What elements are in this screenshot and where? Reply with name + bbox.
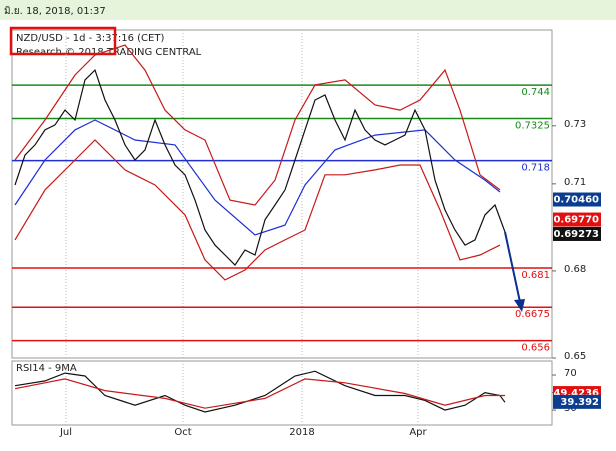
y-tick-label: 70: [564, 368, 577, 379]
series-line: [14, 370, 506, 413]
rsi-title: RSI14 - 9MA: [16, 363, 77, 374]
price-tag-label: 0.69770: [553, 215, 599, 226]
price-tag-label: 0.70460: [553, 195, 599, 206]
price-tag-label: 39.392: [560, 397, 599, 408]
price-tag: [553, 212, 601, 227]
main-panel: [11, 29, 553, 359]
forecast-arrow-head: [514, 299, 525, 312]
y-tick-label: 0.71: [564, 177, 586, 188]
level-label: 0.681: [521, 270, 550, 281]
price-tag: [553, 226, 601, 241]
series-line: [14, 139, 501, 281]
level-label: 0.6675: [515, 309, 550, 320]
level-label: 0.744: [521, 87, 550, 98]
price-tag-label: 0.69273: [553, 229, 599, 240]
top-bar: [0, 0, 616, 20]
timestamp: มิ.ย. 18, 2018, 01:37: [4, 6, 106, 17]
level-label: 0.656: [521, 343, 550, 354]
x-tick-label: 2018: [289, 427, 314, 438]
price-tag: [553, 192, 601, 207]
x-tick-label: Oct: [174, 427, 191, 438]
level-label: 0.7325: [515, 121, 550, 132]
price-tag: [553, 394, 601, 409]
y-tick-label: 0.73: [564, 119, 586, 130]
y-tick-label: 0.68: [564, 264, 586, 275]
forecast-arrow: [504, 231, 521, 303]
chart-title: NZD/USD - 1d - 3:37:16 (CET): [16, 33, 164, 44]
series-line: [14, 378, 505, 409]
title-box: [9, 26, 117, 56]
price-tag-label: 49.4236: [553, 388, 599, 399]
x-tick-label: Apr: [409, 427, 427, 438]
series-line: [14, 44, 501, 206]
chart-subtitle: Research © 2018 TRADING CENTRAL: [16, 47, 202, 58]
series-line: [14, 119, 501, 236]
x-tick-label: Jul: [59, 427, 72, 438]
level-label: 0.718: [521, 163, 550, 174]
y-tick-label: 0.65: [564, 351, 586, 362]
series-line: [14, 69, 506, 267]
